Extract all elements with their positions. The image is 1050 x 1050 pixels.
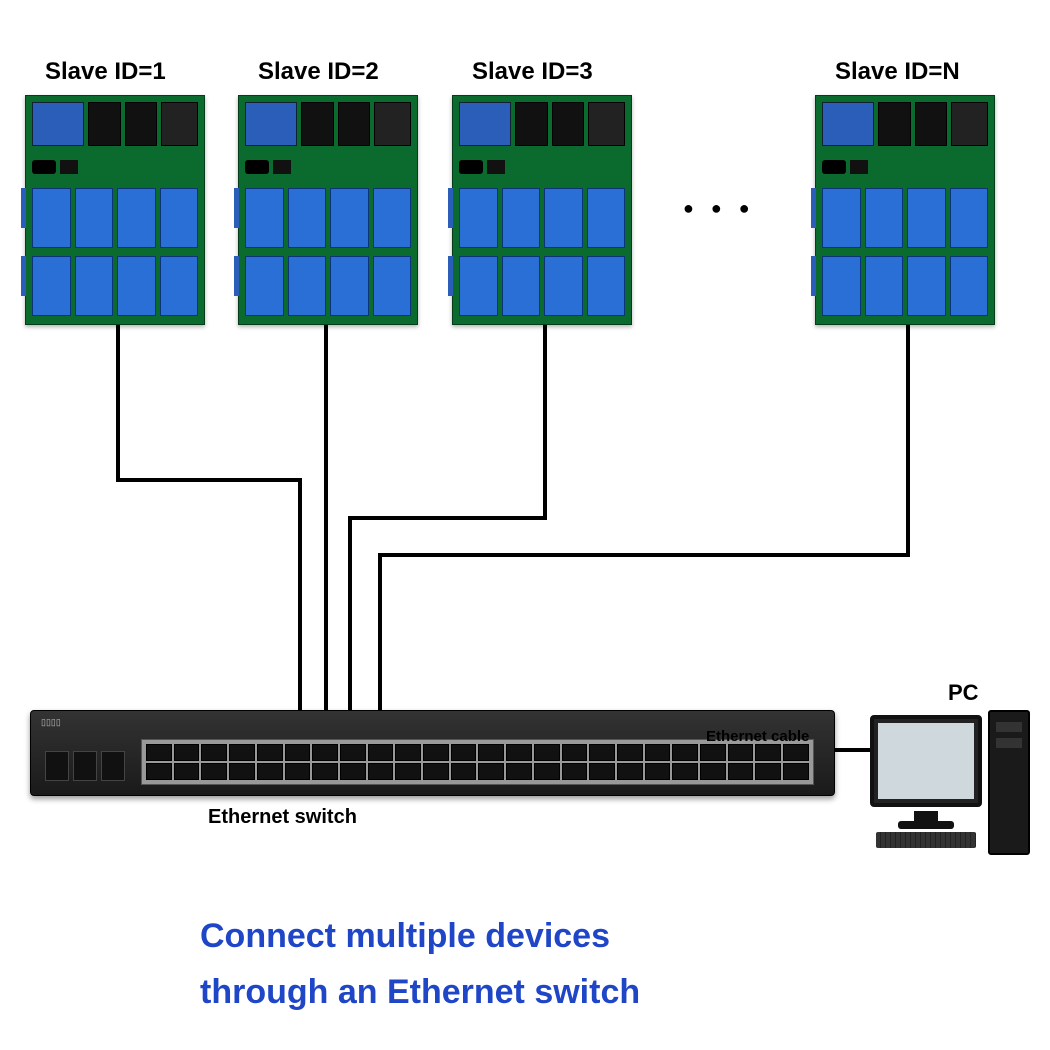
board-label-2: Slave ID=2	[258, 58, 379, 86]
relay-board-2	[238, 95, 418, 325]
pc-label: PC	[948, 680, 979, 706]
ethernet-switch: ▯▯▯▯	[30, 710, 835, 796]
board-label-1: Slave ID=1	[45, 58, 166, 86]
board-label-n: Slave ID=N	[835, 58, 960, 86]
ellipsis: ● ● ●	[683, 198, 756, 219]
relay-board-1	[25, 95, 205, 325]
caption-line2: through an Ethernet switch	[200, 966, 640, 1019]
switch-label: Ethernet switch	[208, 806, 357, 829]
relay-board-3	[452, 95, 632, 325]
caption-line1: Connect multiple devices	[200, 910, 610, 963]
pc	[870, 690, 1030, 855]
ethernet-cable-label: Ethernet cable	[706, 728, 809, 745]
switch-brand-text: ▯▯▯▯	[41, 717, 61, 728]
relay-board-n	[815, 95, 995, 325]
board-label-3: Slave ID=3	[472, 58, 593, 86]
